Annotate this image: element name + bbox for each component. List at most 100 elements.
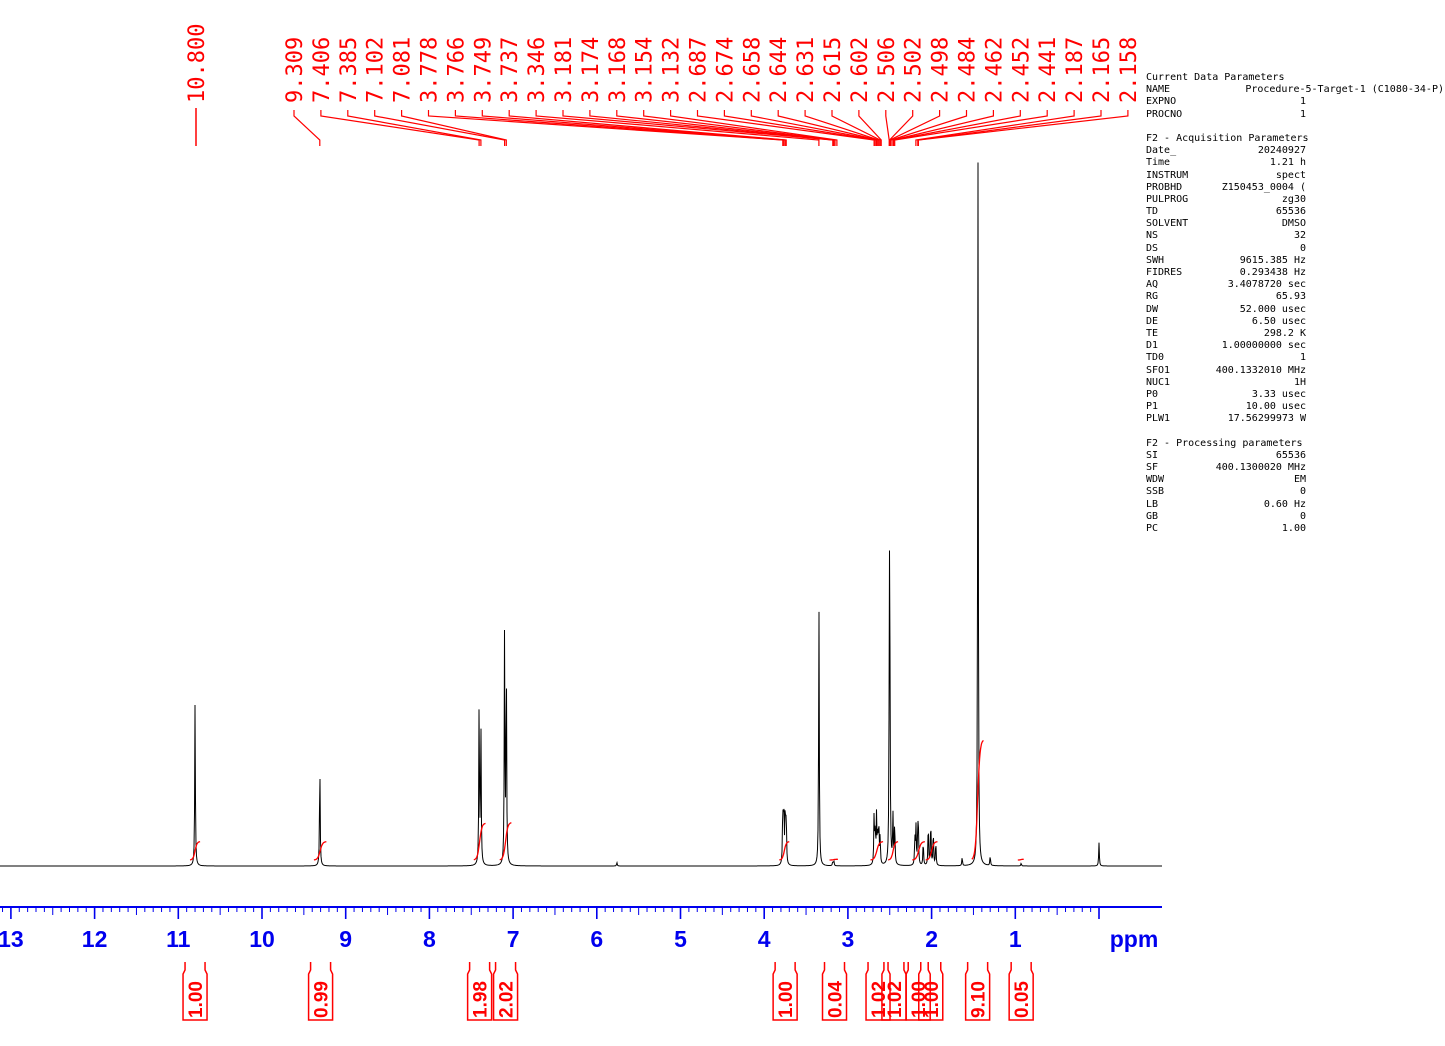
param-value: 52.000 usec	[1239, 303, 1306, 315]
peak-label: 3.737	[498, 37, 523, 103]
integral-label: 1.02	[869, 981, 890, 1018]
peak-label: 7.406	[310, 37, 335, 103]
param-row: SF 400.1300020 MHz	[1146, 462, 1444, 474]
param-value: 1.21 h	[1269, 157, 1306, 169]
param-value: 9615.385 Hz	[1239, 254, 1306, 266]
axis-tick-label: 4	[758, 926, 771, 952]
ppm-axis: 13 12 11 10 9 8 7 6 5 4 3 2 1 ppm	[0, 906, 1162, 952]
integral-bracket	[772, 962, 798, 1021]
param-row: D1 1.00000000 sec	[1146, 340, 1444, 352]
integral-label: 1.02	[885, 981, 906, 1018]
param-value: 65.93	[1275, 291, 1306, 303]
peak-label: 10.800	[185, 24, 210, 103]
param-value: 17.56299973 W	[1227, 413, 1306, 425]
peak-label: 2.631	[794, 37, 819, 103]
param-key: WDW	[1146, 474, 1165, 486]
leader-line	[858, 110, 882, 146]
param-row: SOLVENT DMSO	[1146, 218, 1444, 230]
leader-line	[915, 110, 1075, 146]
axis-tick-label: 9	[339, 926, 352, 952]
peak-label: 3.766	[444, 37, 469, 103]
integral-bracket	[1008, 962, 1034, 1021]
param-value: 1	[1299, 108, 1306, 120]
leader-line	[670, 110, 838, 146]
param-row: RG 65.93	[1146, 291, 1444, 303]
param-key: NAME	[1146, 84, 1171, 96]
param-key: SF	[1146, 462, 1159, 473]
integral-curve	[912, 841, 925, 861]
integral-label: 9.10	[969, 981, 990, 1018]
leader-line	[893, 110, 1021, 146]
param-key: TD0	[1146, 352, 1165, 364]
leader-line	[696, 110, 875, 146]
param-key: PLW1	[1146, 413, 1171, 425]
integral-value: 0.99	[307, 962, 334, 1021]
leader-line	[804, 110, 880, 146]
integral-bracket	[492, 962, 519, 1021]
param-value: 3.33 usec	[1251, 388, 1306, 400]
param-row: PULPROG zg30	[1146, 194, 1444, 206]
param-value: EM	[1293, 474, 1306, 486]
leader-line	[616, 110, 835, 146]
param-row: SI 65536	[1146, 450, 1444, 462]
param-value: 32	[1293, 230, 1306, 242]
param-key: FIDRES	[1146, 267, 1183, 278]
integral-label: 0.04	[826, 981, 847, 1018]
param-key: SSB	[1146, 486, 1165, 498]
param-value: Procedure-5-Target-1 (C1080-34-P)	[1245, 84, 1444, 96]
integral-curve	[887, 841, 899, 861]
leader-line	[454, 110, 785, 146]
param-key: SOLVENT	[1146, 218, 1189, 230]
param-row: PLW1 17.56299973 W	[1146, 413, 1444, 425]
param-section-title: Current Data Parameters	[1146, 72, 1285, 83]
axis-tick-label: 12	[82, 926, 108, 952]
param-key: Date_	[1146, 145, 1177, 157]
peak-label: 2.165	[1090, 37, 1115, 103]
peak-label: 9.309	[283, 37, 308, 103]
integral-value: 1.02	[881, 962, 907, 1021]
peak-label: 2.452	[1009, 37, 1034, 103]
integral-value: 9.10	[964, 962, 991, 1021]
param-value: 0.60 Hz	[1263, 498, 1306, 510]
integral-curve	[870, 841, 884, 861]
leader-line	[894, 110, 1048, 146]
peak-label: 2.484	[956, 37, 981, 103]
param-key: DS	[1146, 242, 1159, 254]
param-row: FIDRES 0.293438 Hz	[1146, 267, 1444, 279]
axis-tick-label: 6	[590, 926, 603, 952]
param-row: Date_ 20240927	[1146, 145, 1444, 157]
peak-label: 3.181	[552, 37, 577, 103]
param-row: TD0 1	[1146, 352, 1444, 364]
leader-line	[917, 110, 1129, 146]
param-key: DE	[1146, 315, 1159, 327]
integral-curve	[189, 841, 201, 861]
param-key: INSTRUM	[1146, 169, 1189, 181]
leader-line	[481, 110, 786, 146]
param-key: AQ	[1146, 279, 1159, 291]
leader-line	[508, 110, 787, 146]
peak-label: 3.778	[418, 37, 443, 103]
leader-line	[892, 110, 994, 146]
param-row: TE 298.2 K	[1146, 328, 1444, 340]
param-value: 20240927	[1257, 145, 1306, 157]
param-value: 0	[1299, 486, 1306, 498]
leader-line	[427, 110, 784, 146]
param-value: 0	[1299, 510, 1306, 522]
param-row: PROCNO 1	[1146, 109, 1444, 121]
param-value: 1.00	[1281, 522, 1306, 534]
param-row: INSTRUM spect	[1146, 170, 1444, 182]
param-row: PC 1.00	[1146, 523, 1444, 535]
integral-value: 1.00	[772, 962, 798, 1021]
integral-label: 0.99	[312, 981, 333, 1018]
integral-curve	[779, 841, 790, 861]
peak-label: 2.462	[982, 37, 1007, 103]
param-value: 0.293438 Hz	[1239, 267, 1306, 278]
param-value: 400.1332010 MHz	[1215, 364, 1306, 376]
param-key: NUC1	[1146, 376, 1171, 388]
param-row: NS 32	[1146, 230, 1444, 242]
integral-value: 1.00	[182, 962, 208, 1021]
integral-bracket	[865, 962, 891, 1021]
leader-line	[643, 110, 836, 146]
integral-bracket	[918, 962, 944, 1021]
integral-curve	[313, 841, 327, 861]
